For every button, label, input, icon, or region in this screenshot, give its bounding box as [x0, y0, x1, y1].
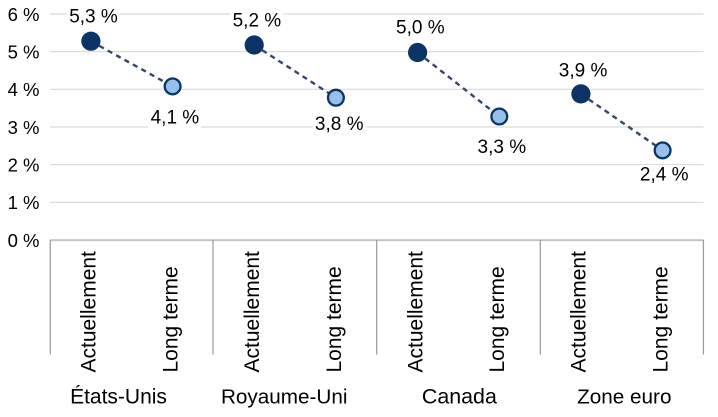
svg-text:2 %: 2 %	[8, 155, 40, 176]
svg-text:3 %: 3 %	[8, 117, 40, 138]
svg-text:Long terme: Long terme	[486, 266, 509, 372]
svg-text:5 %: 5 %	[8, 42, 40, 63]
svg-text:5,0 %: 5,0 %	[396, 18, 445, 39]
svg-text:Zone euro: Zone euro	[577, 385, 671, 408]
svg-text:2,4 %: 2,4 %	[640, 165, 689, 186]
svg-text:1 %: 1 %	[8, 192, 40, 213]
svg-text:0 %: 0 %	[8, 230, 40, 251]
svg-text:3,3 %: 3,3 %	[478, 137, 527, 158]
svg-text:5,2 %: 5,2 %	[233, 10, 282, 31]
svg-text:6 %: 6 %	[8, 4, 40, 25]
svg-text:3,9 %: 3,9 %	[559, 60, 608, 81]
svg-text:Long terme: Long terme	[159, 266, 182, 372]
svg-text:4 %: 4 %	[8, 79, 40, 100]
svg-text:Actuellement: Actuellement	[568, 251, 591, 373]
svg-text:Actuellement: Actuellement	[404, 251, 427, 373]
svg-text:Actuellement: Actuellement	[78, 251, 101, 373]
svg-text:Long terme: Long terme	[323, 266, 346, 372]
svg-text:Long terme: Long terme	[650, 266, 673, 372]
svg-text:5,3 %: 5,3 %	[69, 7, 118, 28]
svg-text:3,8 %: 3,8 %	[315, 114, 364, 135]
svg-text:Royaume-Uni: Royaume-Uni	[221, 385, 347, 408]
svg-text:4,1 %: 4,1 %	[151, 108, 200, 129]
svg-text:États-Unis: États-Unis	[70, 385, 167, 408]
svg-text:Canada: Canada	[422, 384, 497, 408]
svg-text:Actuellement: Actuellement	[241, 251, 264, 373]
